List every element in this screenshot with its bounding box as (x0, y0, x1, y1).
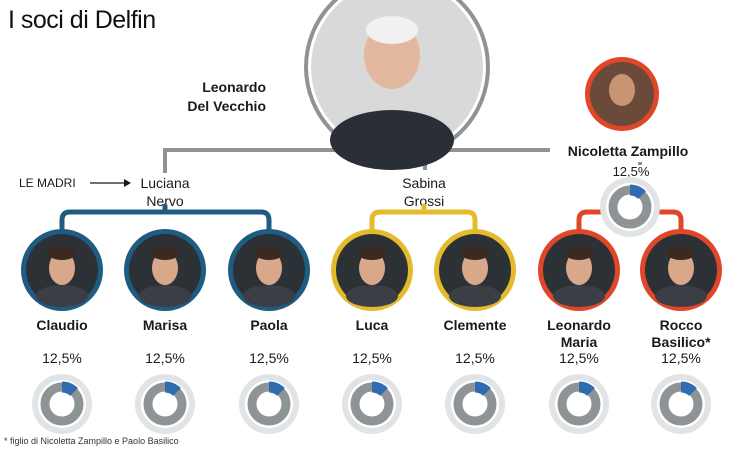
family-branch-2 (369, 203, 478, 232)
child-portrait (21, 229, 103, 311)
child-name: Clemente (443, 317, 506, 333)
child-share-label: 12,5% (145, 350, 185, 366)
child-name: Rocco (660, 317, 703, 333)
child-share-donut-share-arc (680, 381, 697, 397)
child-share-donut-share-arc (268, 381, 285, 397)
child-share-label: 12,5% (559, 350, 599, 366)
child-share-donut-share-arc (61, 381, 78, 397)
child-share-donut-share-arc (371, 381, 388, 397)
child-share-donut (342, 374, 402, 434)
child-name: Claudio (36, 317, 87, 333)
child-share-donut (135, 374, 195, 434)
mother-1-line2: Nervo (146, 193, 184, 209)
child-node: Luca 12,5% (331, 229, 413, 434)
child-name: Leonardo (547, 317, 611, 333)
spouse-name: Nicoletta Zampillo (568, 143, 689, 159)
child-name-line2: Maria (561, 334, 598, 350)
child-portrait (434, 229, 516, 311)
child-share-label: 12,5% (352, 350, 392, 366)
child-share-label: 12,5% (249, 350, 289, 366)
mother-1-line1: Luciana (140, 175, 189, 191)
child-node: Marisa 12,5% (124, 229, 206, 434)
child-portrait (228, 229, 310, 311)
child-share-donut (651, 374, 711, 434)
child-share-donut (445, 374, 505, 434)
child-node: Claudio 12,5% (21, 229, 103, 434)
child-share-donut-share-arc (164, 381, 181, 397)
child-name-line2: Basilico* (651, 334, 711, 350)
child-share-donut (239, 374, 299, 434)
child-portrait (538, 229, 620, 311)
child-share-donut (549, 374, 609, 434)
child-node: Clemente 12,5% (434, 229, 516, 434)
child-share-label: 12,5% (455, 350, 495, 366)
child-node: Paola 12,5% (228, 229, 310, 434)
spouse-share-label: 12,5% (613, 164, 650, 179)
footnote: * figlio di Nicoletta Zampillo e Paolo B… (4, 436, 179, 446)
child-name: Marisa (143, 317, 188, 333)
child-share-label: 12,5% (661, 350, 701, 366)
page-title: I soci di Delfin (8, 6, 156, 34)
mothers-label: LE MADRI (19, 176, 76, 190)
mothers-arrow-head (124, 179, 131, 187)
child-portrait (331, 229, 413, 311)
child-portrait (124, 229, 206, 311)
family-branch-1 (59, 203, 272, 232)
founder-name-line2: Del Vecchio (187, 98, 266, 114)
child-portrait (640, 229, 722, 311)
child-name: Paola (250, 317, 288, 333)
child-share-donut-share-arc (578, 381, 595, 397)
spouse-portrait (585, 57, 659, 131)
spouse-share-donut-share-arc (629, 184, 646, 200)
spouse-share-donut (600, 177, 660, 237)
child-share-label: 12,5% (42, 350, 82, 366)
founder-name-line1: Leonardo (202, 79, 266, 95)
child-share-donut (32, 374, 92, 434)
mother-2-line1: Sabina (402, 175, 446, 191)
child-name: Luca (356, 317, 389, 333)
mother-2-line2: Grossi (404, 193, 444, 209)
founder-portrait (304, 0, 490, 170)
child-share-donut-share-arc (474, 381, 491, 397)
